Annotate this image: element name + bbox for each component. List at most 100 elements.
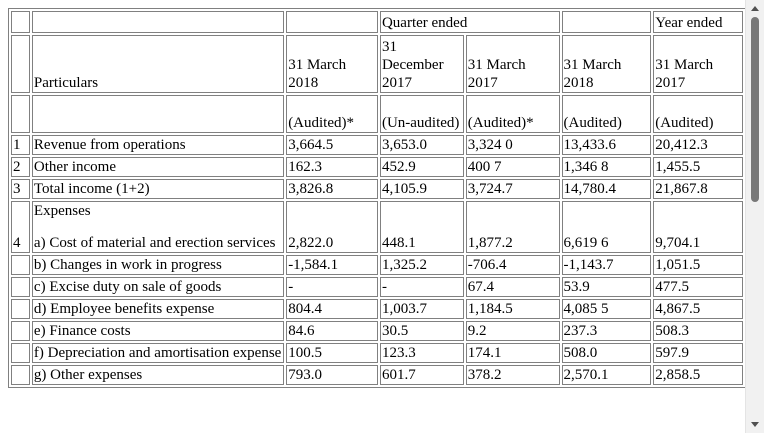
value-cell: 793.0 — [286, 365, 378, 385]
particulars-header: Particulars — [31, 35, 285, 93]
row-label: g) Other expenses — [33, 367, 143, 383]
value-cell: 601.7 — [379, 365, 464, 385]
value-cell: -1,143.7 — [561, 255, 652, 275]
value-cell: 400 7 — [465, 157, 560, 177]
vertical-scrollbar[interactable] — [745, 0, 764, 433]
financial-results-table: Quarter ended Year ended Particulars 31 … — [8, 8, 746, 388]
value-cell: 84.6 — [286, 321, 378, 341]
period-header: 31 March 2017 — [465, 35, 560, 93]
row-label: Other income — [33, 159, 116, 175]
header-row-period-group: Quarter ended Year ended — [11, 11, 743, 33]
period-header: 31 December 2017 — [379, 35, 464, 93]
value-cell: 378.2 — [465, 365, 560, 385]
row-label: Total income (1+2) — [33, 181, 150, 197]
row-number — [11, 343, 30, 363]
value-cell: 21,867.8 — [653, 179, 743, 199]
table-row: 3 Total income (1+2) 3,826.8 4,105.9 3,724.7… — [11, 179, 743, 199]
value-cell: 3,664.5 — [286, 135, 378, 155]
header-row-audit-status: (Audited)* (Un-audited) (Audited)* (Audi… — [11, 95, 743, 133]
value-cell: - — [286, 277, 378, 297]
row-number — [11, 321, 30, 341]
value-cell: 14,780.4 — [561, 179, 652, 199]
period-header: 31 March 2017 — [653, 35, 743, 93]
period-header: 31 March 2018 — [561, 35, 652, 93]
quarter-ended-header: Quarter ended — [379, 11, 560, 33]
row-label: a) Cost of material and erection service… — [33, 235, 276, 251]
value-cell: -1,584.1 — [286, 255, 378, 275]
value-cell: 597.9 — [653, 343, 743, 363]
table-row: b) Changes in work in progress -1,584.1 1,… — [11, 255, 743, 275]
value-cell: 9,704.1 — [653, 201, 743, 253]
audit-status: (Audited) — [561, 95, 652, 133]
value-cell: 2,570.1 — [561, 365, 652, 385]
row-label: c) Excise duty on sale of goods — [33, 279, 222, 295]
table-row: 2 Other income 162.3 452.9 400 7 1,346 8 1,455… — [11, 157, 743, 177]
row-number: 3 — [11, 179, 30, 199]
value-cell: 508.0 — [561, 343, 652, 363]
value-cell: - — [379, 277, 464, 297]
value-cell: 1,325.2 — [379, 255, 464, 275]
value-cell: 2,858.5 — [653, 365, 743, 385]
value-cell: 4,105.9 — [379, 179, 464, 199]
value-cell: 9.2 — [465, 321, 560, 341]
value-cell: -706.4 — [465, 255, 560, 275]
value-cell: 237.3 — [561, 321, 652, 341]
audit-status: (Un-audited) — [379, 95, 464, 133]
scrollbar-thumb[interactable] — [751, 17, 759, 202]
audit-status: (Audited) — [653, 95, 743, 133]
row-number — [11, 365, 30, 385]
row-number — [11, 255, 30, 275]
table-row: 1 Revenue from operations 3,664.5 3,653.0 3,… — [11, 135, 743, 155]
value-cell: 3,826.8 — [286, 179, 378, 199]
row-label: d) Employee benefits expense — [33, 301, 215, 317]
value-cell: 30.5 — [379, 321, 464, 341]
table-row: d) Employee benefits expense 804.4 1,003.7… — [11, 299, 743, 319]
row-number: 2 — [11, 157, 30, 177]
row-number — [11, 277, 30, 297]
value-cell: 477.5 — [653, 277, 743, 297]
value-cell: 2,822.0 — [286, 201, 378, 253]
section-title: Expenses — [33, 203, 91, 219]
row-label: b) Changes in work in progress — [33, 257, 222, 273]
value-cell: 3,653.0 — [379, 135, 464, 155]
value-cell: 452.9 — [379, 157, 464, 177]
value-cell: 6,619 6 — [561, 201, 652, 253]
period-header: 31 March 2018 — [286, 35, 378, 93]
row-number: 4 — [11, 201, 30, 253]
table-row: f) Depreciation and amortisation expense… — [11, 343, 743, 363]
row-label: f) Depreciation and amortisation expense — [33, 345, 282, 361]
value-cell: 804.4 — [286, 299, 378, 319]
table-row: 4 Expenses a) Cost of material and erectio… — [11, 201, 743, 253]
scroll-down-arrow-icon[interactable] — [751, 422, 759, 427]
row-label: e) Finance costs — [33, 323, 131, 339]
value-cell: 100.5 — [286, 343, 378, 363]
header-row-dates: Particulars 31 March 2018 31 December 20… — [11, 35, 743, 93]
audit-status: (Audited)* — [286, 95, 378, 133]
table-row: c) Excise duty on sale of goods - -67.4 53.… — [11, 277, 743, 297]
value-cell: 1,877.2 — [465, 201, 560, 253]
value-cell: 4,085 5 — [561, 299, 652, 319]
scroll-up-arrow-icon[interactable] — [751, 6, 759, 11]
value-cell: 20,412.3 — [653, 135, 743, 155]
row-number: 1 — [11, 135, 30, 155]
value-cell: 1,003.7 — [379, 299, 464, 319]
year-ended-header: Year ended — [653, 11, 743, 33]
value-cell: 123.3 — [379, 343, 464, 363]
value-cell: 1,346 8 — [561, 157, 652, 177]
value-cell: 1,051.5 — [653, 255, 743, 275]
value-cell: 174.1 — [465, 343, 560, 363]
row-number — [11, 299, 30, 319]
value-cell: 162.3 — [286, 157, 378, 177]
document-viewport: Quarter ended Year ended Particulars 31 … — [8, 8, 746, 388]
table-row: e) Finance costs 84.6 30.5 9.2 237.3 508.3 — [11, 321, 743, 341]
row-label: Revenue from operations — [33, 137, 186, 153]
value-cell: 1,455.5 — [653, 157, 743, 177]
value-cell: 67.4 — [465, 277, 560, 297]
value-cell: 508.3 — [653, 321, 743, 341]
value-cell: 1,184.5 — [465, 299, 560, 319]
value-cell: 13,433.6 — [561, 135, 652, 155]
value-cell: 4,867.5 — [653, 299, 743, 319]
value-cell: 3,324 0 — [465, 135, 560, 155]
audit-status: (Audited)* — [465, 95, 560, 133]
table-row: g) Other expenses 793.0 601.7 378.2 2,570.1 2… — [11, 365, 743, 385]
